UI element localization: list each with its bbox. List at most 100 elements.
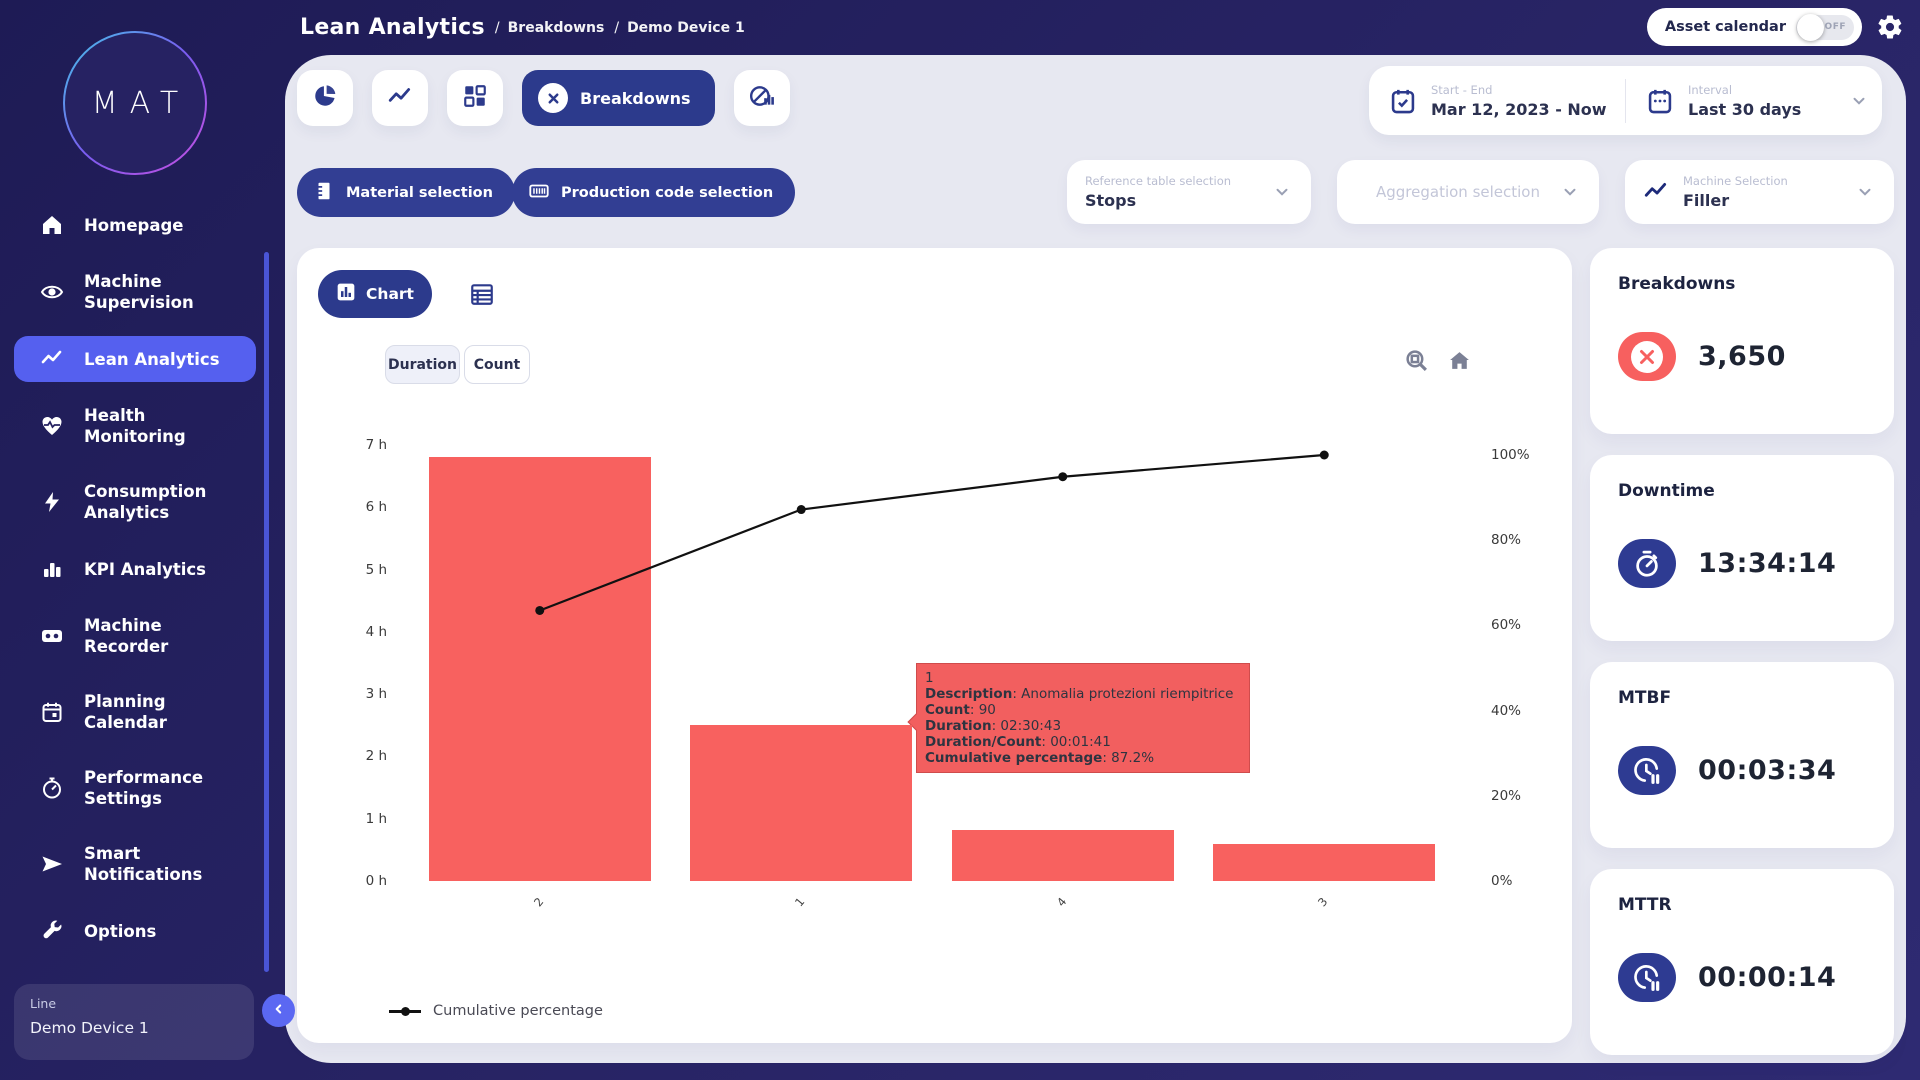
content-panel: Breakdowns Start - End Mar 12, 2023 - No… bbox=[285, 55, 1906, 1063]
sidebar-nav: Homepage Machine Supervision Lean Analyt… bbox=[0, 196, 270, 960]
sidebar-collapse-button[interactable] bbox=[262, 994, 295, 1027]
x-axis-tick: 3 bbox=[1315, 894, 1331, 910]
breadcrumb-item[interactable]: Demo Device 1 bbox=[627, 19, 745, 36]
sidebar-item-label: KPI Analytics bbox=[84, 559, 206, 579]
chevron-down-icon bbox=[1273, 183, 1291, 201]
sidebar-item-performance-settings[interactable]: Performance Settings bbox=[0, 756, 256, 820]
cumulative-point[interactable] bbox=[1319, 450, 1329, 460]
reference-table-dropdown[interactable]: Reference table selection Stops bbox=[1067, 160, 1311, 224]
send-icon bbox=[40, 852, 64, 876]
chart-card: Chart Duration Count 1 Description: Anom… bbox=[297, 248, 1572, 1043]
chevron-down-icon bbox=[1850, 92, 1868, 110]
sidebar-item-label: Machine Recorder bbox=[84, 616, 169, 656]
y-axis-left-tick: 2 h bbox=[365, 748, 387, 765]
y-axis-left-tick: 6 h bbox=[365, 499, 387, 516]
pareto-bar[interactable] bbox=[951, 829, 1174, 881]
sidebar-item-kpi-analytics[interactable]: KPI Analytics bbox=[0, 546, 256, 592]
sidebar-item-label: Performance Settings bbox=[84, 768, 204, 808]
aggregation-dropdown[interactable]: Aggregation selection bbox=[1337, 160, 1599, 224]
tooltip-row: Description: Anomalia protezioni riempit… bbox=[925, 686, 1234, 702]
sidebar-item-homepage[interactable]: Homepage bbox=[0, 202, 256, 248]
calendar-icon bbox=[40, 700, 64, 724]
chart-tooltip: 1 Description: Anomalia protezioni riemp… bbox=[907, 663, 1250, 773]
material-selection-label: Material selection bbox=[346, 184, 493, 201]
machine-selection-dropdown[interactable]: Machine Selection Filler bbox=[1625, 160, 1894, 224]
wrench-icon bbox=[40, 919, 64, 943]
stat-value: 3,650 bbox=[1698, 341, 1786, 372]
stat-value: 13:34:14 bbox=[1698, 548, 1837, 579]
machine-selection-value: Filler bbox=[1683, 191, 1730, 210]
sidebar-item-consumption-analytics[interactable]: Consumption Analytics bbox=[0, 470, 256, 534]
stat-card-mtbf: MTBF 00:03:34 bbox=[1590, 662, 1894, 848]
machine-selection-label: Machine Selection bbox=[1683, 174, 1788, 188]
recorder-icon bbox=[40, 624, 64, 648]
tab-breakdowns[interactable]: Breakdowns bbox=[522, 70, 715, 126]
y-axis-right-tick: 60% bbox=[1491, 617, 1522, 634]
tab-no-production[interactable] bbox=[733, 70, 790, 126]
sidebar-item-options[interactable]: Options bbox=[0, 908, 256, 954]
device-line-label: Line bbox=[30, 996, 57, 1011]
tooltip-row: Duration: 02:30:43 bbox=[925, 718, 1062, 734]
toggle-state-label: OFF bbox=[1824, 21, 1846, 32]
stat-title: Breakdowns bbox=[1618, 274, 1736, 294]
table-view-button[interactable] bbox=[469, 281, 495, 307]
sidebar-item-lean-analytics[interactable]: Lean Analytics bbox=[14, 336, 256, 382]
asset-calendar-toggle[interactable]: Asset calendar OFF bbox=[1646, 8, 1862, 46]
cumulative-point[interactable] bbox=[1058, 472, 1068, 482]
breadcrumb-item[interactable]: Breakdowns bbox=[507, 19, 605, 36]
reference-table-label: Reference table selection bbox=[1085, 174, 1232, 188]
no-production-icon bbox=[749, 83, 775, 113]
bolt-icon bbox=[40, 490, 64, 514]
pareto-bar[interactable] bbox=[690, 724, 913, 881]
tab-matrix[interactable] bbox=[447, 70, 503, 126]
home-icon[interactable] bbox=[1447, 348, 1472, 377]
device-card[interactable]: Line Demo Device 1 bbox=[14, 984, 254, 1060]
start-end-field[interactable]: Start - End Mar 12, 2023 - Now bbox=[1369, 83, 1625, 119]
barcode-icon bbox=[528, 180, 550, 206]
page-title: Lean Analytics bbox=[300, 15, 485, 40]
pareto-bar[interactable] bbox=[1213, 843, 1436, 881]
device-name: Demo Device 1 bbox=[30, 1019, 149, 1037]
cumulative-point[interactable] bbox=[796, 505, 806, 515]
grid-icon bbox=[462, 83, 488, 113]
interval-field[interactable]: Interval Last 30 days bbox=[1626, 83, 1882, 119]
sidebar-item-label: Smart Notifications bbox=[84, 844, 203, 884]
calendar-dots-icon bbox=[1646, 87, 1674, 115]
tooltip-row: Duration/Count: 00:01:41 bbox=[925, 734, 1111, 750]
zoom-box-icon[interactable] bbox=[1404, 348, 1429, 377]
toggle-off-icon[interactable]: OFF bbox=[1796, 13, 1854, 41]
duration-toggle-button[interactable]: Duration bbox=[385, 345, 460, 384]
material-selection-button[interactable]: Material selection bbox=[297, 168, 515, 217]
chevron-down-icon bbox=[1856, 183, 1874, 201]
tooltip-row: Count: 90 bbox=[925, 702, 996, 718]
pareto-bar[interactable] bbox=[428, 457, 651, 881]
sidebar-item-label: Machine Supervision bbox=[84, 272, 194, 312]
breadcrumb: Lean Analytics / Breakdowns / Demo Device … bbox=[300, 15, 745, 40]
sidebar-item-machine-supervision[interactable]: Machine Supervision bbox=[0, 260, 256, 324]
circle-x-icon bbox=[538, 83, 568, 113]
trend-icon bbox=[1643, 179, 1669, 205]
sidebar-item-machine-recorder[interactable]: Machine Recorder bbox=[0, 604, 256, 668]
count-toggle-button[interactable]: Count bbox=[464, 345, 530, 384]
y-axis-left-tick: 0 h bbox=[365, 873, 387, 889]
sidebar-item-label: Lean Analytics bbox=[84, 349, 220, 369]
gear-icon[interactable] bbox=[1876, 13, 1904, 41]
calendar-check-icon bbox=[1389, 87, 1417, 115]
sidebar-item-label: Health Monitoring bbox=[84, 406, 186, 446]
y-axis-left-tick: 5 h bbox=[365, 561, 387, 578]
sidebar-item-smart-notifications[interactable]: Smart Notifications bbox=[0, 832, 256, 896]
tab-line-chart[interactable] bbox=[372, 70, 428, 126]
cumulative-point[interactable] bbox=[535, 605, 545, 615]
reference-table-value: Stops bbox=[1085, 191, 1137, 210]
chart-legend[interactable]: Cumulative percentage bbox=[389, 1003, 603, 1019]
chart-view-button[interactable]: Chart bbox=[318, 270, 432, 318]
view-tabs: Breakdowns bbox=[297, 70, 790, 126]
toggle-knob bbox=[1797, 13, 1824, 41]
tab-pie-chart[interactable] bbox=[297, 70, 353, 126]
sidebar-item-planning-calendar[interactable]: Planning Calendar bbox=[0, 680, 256, 744]
plot-area[interactable]: 1 Description: Anomalia protezioni riemp… bbox=[366, 437, 1530, 909]
y-axis-right-tick: 80% bbox=[1491, 532, 1522, 549]
production-code-selection-button[interactable]: Production code selection bbox=[512, 168, 796, 217]
sidebar-item-health-monitoring[interactable]: Health Monitoring bbox=[0, 394, 256, 458]
sidebar-scrollbar[interactable] bbox=[264, 252, 269, 972]
